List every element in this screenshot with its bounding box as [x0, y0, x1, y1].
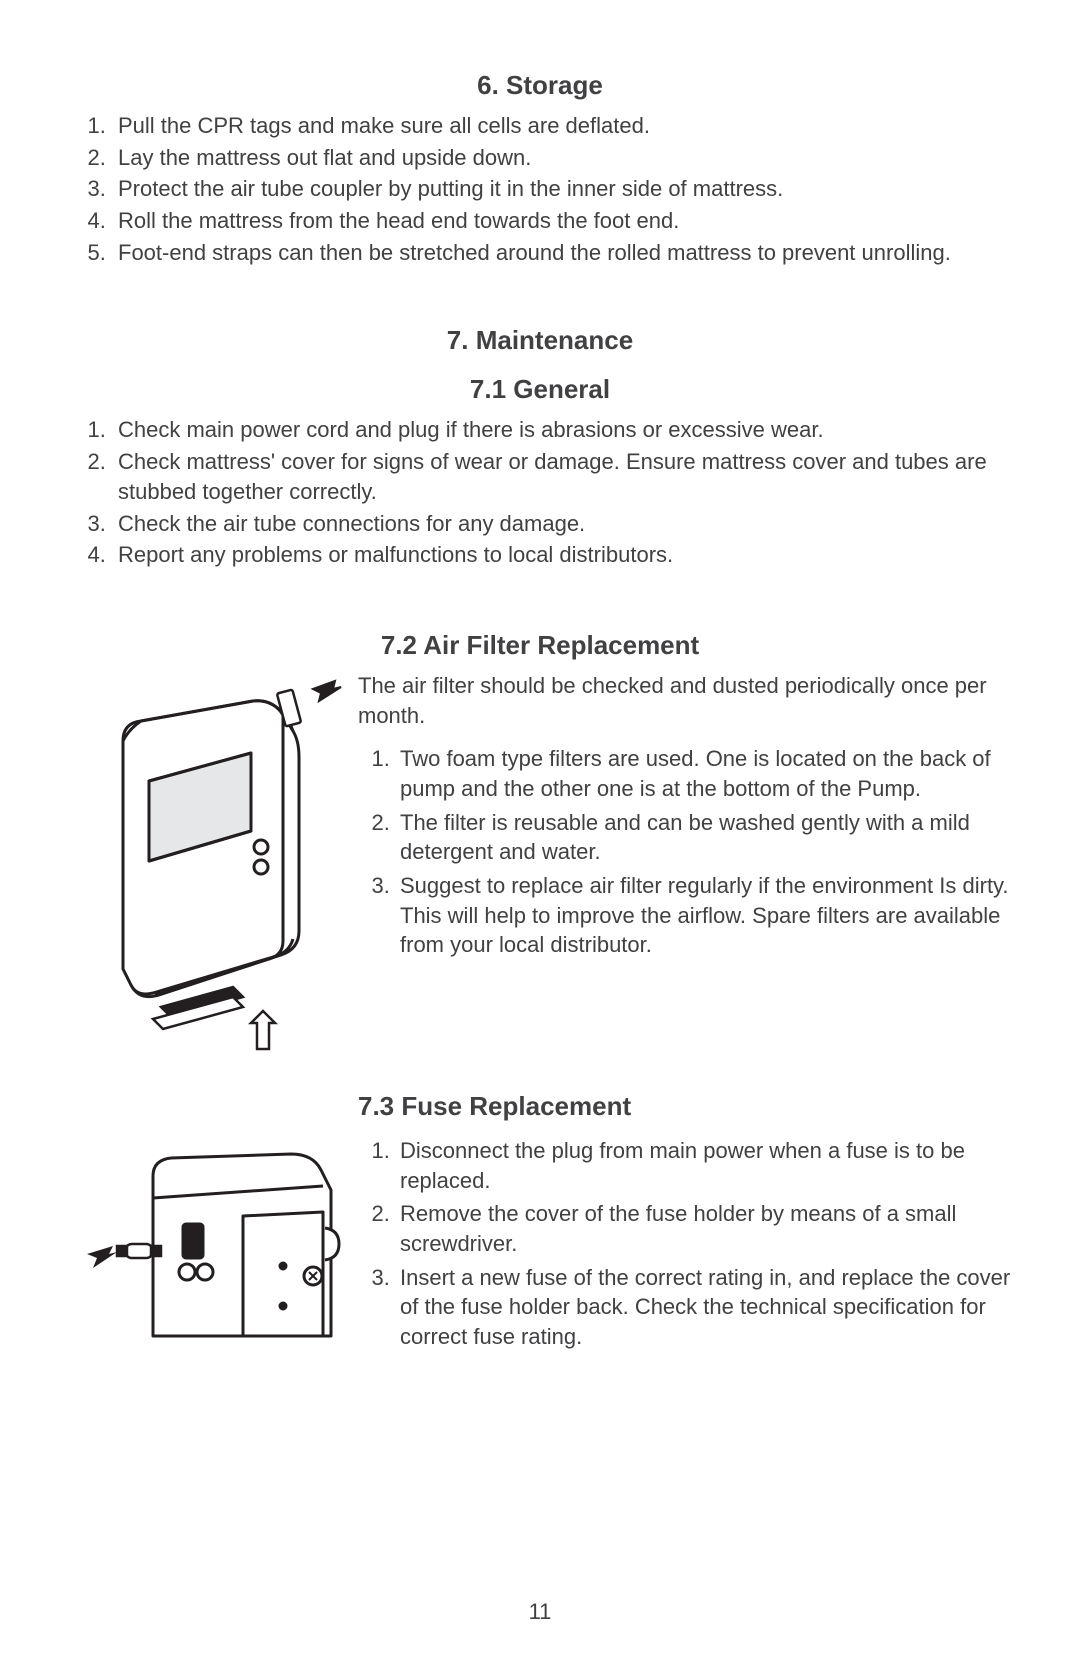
page-number: 11: [0, 1599, 1080, 1625]
list-item: Report any problems or malfunctions to l…: [112, 540, 1012, 570]
section-6-title: 6. Storage: [68, 70, 1012, 101]
manual-page: 6. Storage Pull the CPR tags and make su…: [0, 0, 1080, 1669]
list-item: Foot-end straps can then be stretched ar…: [112, 238, 1012, 268]
section-7-1-list: Check main power cord and plug if there …: [68, 415, 1012, 569]
list-item: Suggest to replace air filter regularly …: [396, 871, 1012, 960]
list-item: Protect the air tube coupler by putting …: [112, 174, 1012, 204]
list-item: Disconnect the plug from main power when…: [396, 1136, 1012, 1195]
section-7-1-title: 7.1 General: [68, 374, 1012, 405]
list-item: Check the air tube connections for any d…: [112, 509, 1012, 539]
section-7-3-text: Disconnect the plug from main power when…: [358, 1136, 1012, 1356]
section-7-2-block: The air filter should be checked and dus…: [68, 671, 1012, 1061]
section-6-list: Pull the CPR tags and make sure all cell…: [68, 111, 1012, 267]
section-7-2-list: Two foam type filters are used. One is l…: [358, 744, 1012, 960]
list-item: Check main power cord and plug if there …: [112, 415, 1012, 445]
air-filter-diagram: [68, 671, 358, 1061]
list-item: Remove the cover of the fuse holder by m…: [396, 1199, 1012, 1258]
list-item: Roll the mattress from the head end towa…: [112, 206, 1012, 236]
list-item: Pull the CPR tags and make sure all cell…: [112, 111, 1012, 141]
list-item: Lay the mattress out flat and upside dow…: [112, 143, 1012, 173]
list-item: The filter is reusable and can be washed…: [396, 808, 1012, 867]
section-7-3-block: Disconnect the plug from main power when…: [68, 1136, 1012, 1356]
section-7-2-title: 7.2 Air Filter Replacement: [68, 630, 1012, 661]
section-7-title: 7. Maintenance: [68, 325, 1012, 356]
section-7-2-intro: The air filter should be checked and dus…: [358, 671, 1012, 730]
section-7-3-title: 7.3 Fuse Replacement: [358, 1091, 1012, 1122]
section-7-3-list: Disconnect the plug from main power when…: [358, 1136, 1012, 1352]
list-item: Two foam type filters are used. One is l…: [396, 744, 1012, 803]
fuse-diagram: [68, 1136, 358, 1346]
section-7-2-text: The air filter should be checked and dus…: [358, 671, 1012, 964]
list-item: Check mattress' cover for signs of wear …: [112, 447, 1012, 506]
list-item: Insert a new fuse of the correct rating …: [396, 1263, 1012, 1352]
